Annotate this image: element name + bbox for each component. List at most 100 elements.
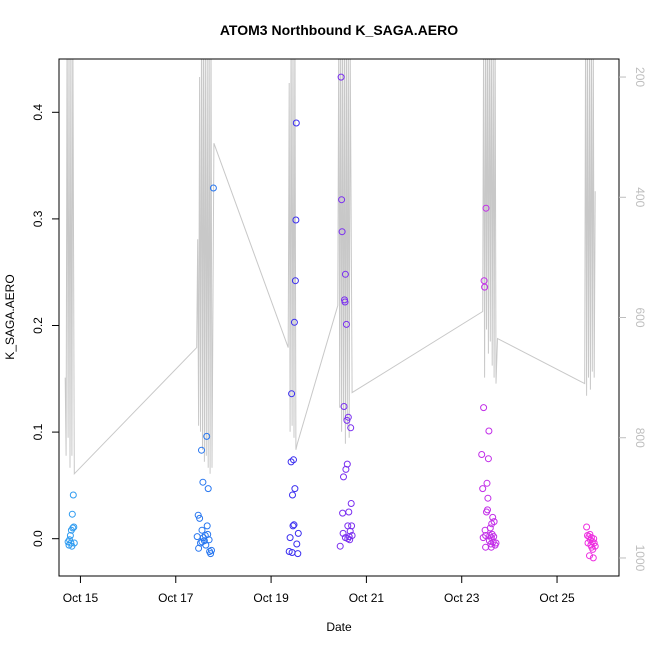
data-point <box>292 216 300 224</box>
data-point <box>340 473 347 481</box>
data-point <box>486 524 494 532</box>
y2-tick-label: 1000 <box>633 545 647 572</box>
data-point <box>209 184 217 192</box>
data-point <box>290 456 297 464</box>
data-point <box>480 404 488 412</box>
data-point <box>291 277 299 285</box>
data-point <box>198 526 206 534</box>
data-point <box>583 523 591 531</box>
data-point <box>285 548 293 555</box>
data-point <box>347 500 355 507</box>
data-point <box>488 520 496 528</box>
data-point <box>484 494 492 502</box>
y-tick-label: 0.0 <box>31 530 45 547</box>
x-tick-label: Oct 19 <box>253 591 289 605</box>
data-point <box>294 550 302 558</box>
data-point <box>482 532 490 539</box>
x-tick-label: Oct 15 <box>63 591 99 605</box>
data-point <box>484 506 491 514</box>
x-tick-label: Oct 23 <box>444 591 480 605</box>
data-point <box>489 513 497 521</box>
data-point <box>338 228 346 236</box>
data-point <box>341 270 349 278</box>
pressure-line <box>64 59 596 476</box>
y2-tick-label: 800 <box>633 428 647 448</box>
data-point <box>198 446 205 454</box>
data-point <box>67 539 75 547</box>
x-axis: Oct 15 Oct 17 Oct 19 Oct 21 Oct 23 Oct 25 <box>63 576 575 605</box>
data-point <box>345 508 353 516</box>
data-point <box>481 283 489 291</box>
data-point <box>286 534 294 542</box>
data-point <box>207 550 215 558</box>
y2-tick-label: 400 <box>633 187 647 207</box>
data-point <box>348 522 356 530</box>
data-point <box>478 451 486 458</box>
data-point <box>293 540 301 548</box>
data-point <box>68 510 76 518</box>
data-point <box>492 539 500 547</box>
data-point <box>196 514 204 522</box>
data-point <box>341 298 349 306</box>
data-point <box>203 522 211 530</box>
data-point <box>204 485 212 493</box>
data-point <box>70 523 78 531</box>
data-point <box>69 491 77 499</box>
scatter-series <box>64 73 599 562</box>
x-tick-label: Oct 21 <box>349 591 385 605</box>
data-point <box>290 318 298 326</box>
data-point <box>338 196 346 204</box>
y-tick-label: 0.4 <box>31 104 45 121</box>
data-point <box>70 539 78 547</box>
secondary-y-axis: 200 400 600 800 1000 <box>619 67 647 572</box>
data-point <box>591 542 599 550</box>
data-point <box>289 522 297 530</box>
y-tick-label: 0.1 <box>31 423 45 440</box>
data-point <box>339 529 347 537</box>
data-point <box>485 427 493 435</box>
data-point <box>343 416 351 424</box>
data-point <box>203 432 211 440</box>
data-point <box>347 424 355 432</box>
data-point <box>590 535 598 543</box>
y-axis-label: K_SAGA.AERO <box>3 274 17 359</box>
data-point <box>342 320 350 328</box>
data-point <box>292 119 300 127</box>
pressure-series <box>64 59 596 476</box>
data-point <box>586 530 594 538</box>
x-axis-label: Date <box>326 620 352 634</box>
data-point <box>344 413 352 421</box>
y-axis: 0.0 0.1 0.2 0.3 0.4 <box>31 104 59 547</box>
y-tick-label: 0.2 <box>31 317 45 334</box>
data-point <box>490 533 498 541</box>
y2-tick-label: 600 <box>633 307 647 327</box>
data-point <box>586 552 593 560</box>
data-point <box>484 455 492 463</box>
y2-tick-label: 200 <box>633 67 647 87</box>
data-point <box>208 546 215 554</box>
data-point <box>339 509 347 517</box>
data-point <box>69 524 77 532</box>
data-point <box>590 539 598 547</box>
data-point <box>487 543 495 551</box>
data-point <box>199 478 207 486</box>
data-point <box>291 485 299 493</box>
y-tick-label: 0.3 <box>31 210 45 227</box>
data-point <box>294 529 302 537</box>
data-point <box>589 554 597 562</box>
data-point <box>490 518 498 526</box>
data-point <box>482 204 490 212</box>
data-point <box>204 530 212 538</box>
data-point <box>479 485 487 493</box>
data-point <box>343 460 351 468</box>
data-point <box>340 403 348 410</box>
data-point <box>66 532 74 539</box>
data-point <box>336 542 344 550</box>
data-point <box>66 536 73 544</box>
data-point <box>337 73 345 81</box>
data-point <box>289 491 296 499</box>
data-point <box>290 521 298 529</box>
data-point <box>194 511 202 519</box>
data-point <box>193 533 201 541</box>
